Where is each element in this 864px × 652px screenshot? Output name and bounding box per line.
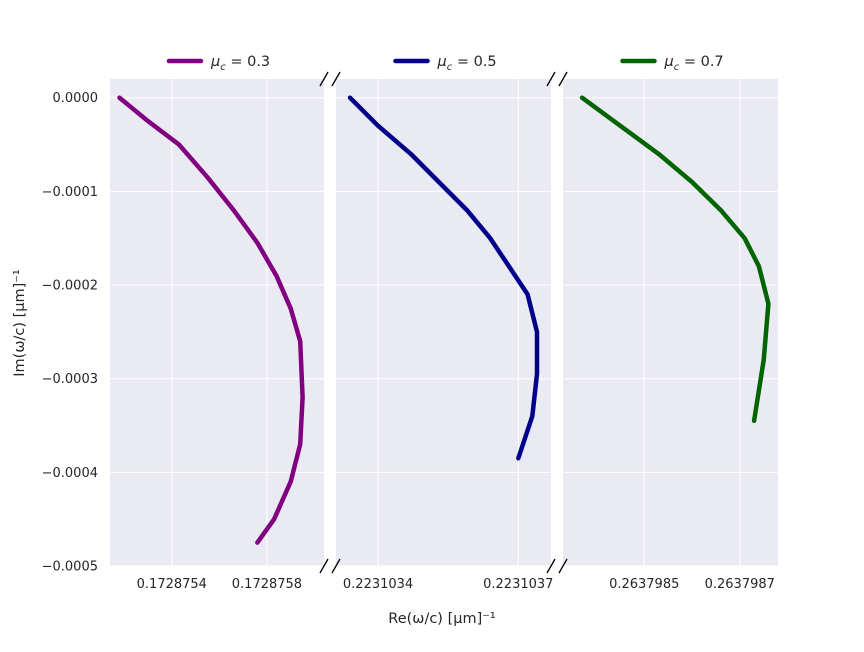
chart-panel-1: 0.1728754 0.1728758 μc = 0.3 — [110, 54, 324, 592]
y-tick-label: −0.0005 — [42, 560, 98, 575]
x-axis-label: Re(ω/c) [μm]⁻¹ — [388, 611, 496, 627]
break-mark — [558, 558, 568, 574]
chart-panel-3: 0.2637985 0.2637987 μc = 0.7 — [563, 54, 778, 592]
break-mark — [319, 558, 329, 574]
series-line — [579, 95, 771, 424]
y-tick-label: −0.0002 — [42, 279, 98, 294]
x-tick-label: 0.2637985 — [609, 577, 679, 592]
y-tick-label: −0.0001 — [42, 185, 98, 200]
break-mark — [331, 71, 341, 87]
break-mark — [558, 71, 568, 87]
plot-area — [110, 79, 324, 566]
y-axis-label: Im(ω/c) [μm]⁻¹ — [12, 269, 28, 377]
y-tick-label: 0.0000 — [53, 91, 99, 106]
y-axis: 0.0000 −0.0001 −0.0002 −0.0003 −0.0004 −0.000… — [42, 91, 98, 574]
legend-entry: μc = 0.5 — [393, 54, 497, 73]
break-mark — [319, 71, 329, 87]
legend-label: μc = 0.7 — [664, 54, 724, 73]
chart-panel-2: 0.2231034 0.2231037 μc = 0.5 — [336, 54, 553, 592]
series-line — [347, 95, 540, 461]
y-tick-label: −0.0004 — [42, 466, 98, 481]
legend-entry: μc = 0.3 — [166, 54, 270, 73]
x-tick-label: 0.1728754 — [137, 577, 207, 592]
plot-area — [563, 79, 778, 566]
legend-entry: μc = 0.7 — [620, 54, 724, 73]
x-tick-label: 0.2231034 — [343, 577, 413, 592]
legend-label: μc = 0.3 — [210, 54, 270, 73]
x-tick-label: 0.1728758 — [232, 577, 302, 592]
y-tick-label: −0.0003 — [42, 372, 98, 387]
break-mark — [331, 558, 341, 574]
plot-area — [336, 79, 551, 566]
series-line — [117, 95, 305, 545]
break-mark — [546, 71, 556, 87]
x-tick-label: 0.2637987 — [705, 577, 775, 592]
break-mark — [546, 558, 556, 574]
axis-break-marks — [319, 71, 568, 574]
x-tick-label: 0.2231037 — [483, 577, 553, 592]
legend-label: μc = 0.5 — [437, 54, 497, 73]
